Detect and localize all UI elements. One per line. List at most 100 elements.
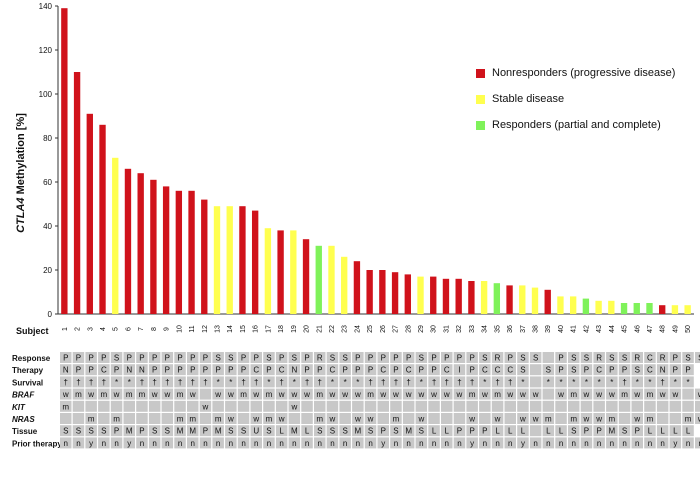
table-cell-text: S	[546, 366, 551, 375]
table-cell	[453, 388, 466, 400]
table-cell-text: w	[430, 390, 437, 399]
table-cell	[656, 437, 669, 449]
bar	[659, 305, 666, 314]
table-cell-text: S	[342, 354, 347, 363]
table-cell	[580, 400, 593, 412]
table-cell	[390, 388, 402, 400]
table-cell	[517, 364, 529, 376]
table-cell	[555, 364, 567, 376]
table-cell	[517, 413, 529, 424]
table-cell	[453, 425, 466, 437]
subject-label: Subject	[16, 326, 49, 336]
table-cell-text: S	[330, 427, 335, 436]
table-cell	[682, 425, 694, 437]
table-cell-text: P	[317, 366, 322, 375]
table-cell	[263, 425, 275, 437]
table-cell	[339, 388, 351, 400]
table-cell	[529, 376, 542, 388]
table-cell	[85, 437, 97, 449]
table-cell-text: L	[495, 427, 500, 436]
table-cell-text: n	[178, 439, 182, 448]
table-cell-text: w	[519, 415, 526, 424]
table-cell	[504, 364, 516, 376]
x-tick-label: 15	[240, 325, 247, 333]
table-cell-text: P	[558, 366, 563, 375]
table-cell-text: w	[278, 415, 285, 424]
table-cell-text: †	[457, 378, 461, 387]
x-tick-label: 39	[545, 325, 552, 333]
table-cell	[250, 352, 262, 363]
table-cell	[618, 352, 631, 363]
bar	[61, 8, 68, 314]
table-cell-text: P	[114, 366, 119, 375]
table-cell-text: w	[367, 415, 374, 424]
table-cell-text: S	[241, 427, 246, 436]
table-cell	[631, 400, 643, 412]
table-cell	[618, 437, 631, 449]
table-cell	[377, 352, 389, 363]
table-cell	[568, 352, 580, 363]
table-cell-text: C	[101, 366, 107, 375]
table-cell	[491, 352, 504, 363]
table-cell-text: w	[532, 390, 539, 399]
table-row-label: BRAF	[12, 391, 35, 400]
table-cell	[593, 352, 605, 363]
table-cell-text: P	[482, 427, 487, 436]
chart-axes: 0 20 40 60 80 100 120 140	[39, 2, 694, 319]
table-cell-text: n	[572, 439, 576, 448]
table-cell-text: w	[290, 390, 297, 399]
table-cell	[580, 352, 593, 363]
table-cell-text: †	[305, 378, 309, 387]
table-cell-text: S	[63, 427, 68, 436]
table-cell-text: n	[191, 439, 195, 448]
table-cell-text: C	[253, 366, 259, 375]
table-cell-text: P	[635, 427, 640, 436]
table-cell	[72, 364, 85, 376]
table-cell	[644, 400, 656, 412]
table-row-label: Therapy	[12, 366, 44, 375]
table-cell	[669, 400, 682, 412]
table-cell	[695, 352, 700, 363]
x-tick-label: 9	[164, 327, 171, 331]
bar	[302, 239, 310, 314]
bar	[569, 296, 577, 314]
table-cell-text: *	[648, 378, 651, 387]
table-cell-text: S	[393, 427, 398, 436]
y-tick-label: 100	[39, 90, 53, 99]
table-cell-text: †	[445, 378, 449, 387]
table-cell-text: P	[558, 354, 563, 363]
x-tick-label: 4	[100, 327, 107, 331]
table-cell	[542, 376, 555, 388]
table-cell	[225, 376, 237, 388]
table-cell	[593, 425, 605, 437]
table-cell	[390, 425, 402, 437]
table-cell	[390, 352, 402, 363]
table-cell-text: P	[254, 354, 259, 363]
table-cell-text: w	[443, 390, 450, 399]
table-cell-text: y	[521, 439, 525, 448]
table-cell	[136, 425, 148, 437]
table-row-label: Prior therapy	[12, 439, 62, 448]
table-cell	[123, 376, 135, 388]
table-cell-text: *	[598, 378, 601, 387]
table-cell	[123, 400, 135, 412]
table-cell-text: S	[342, 427, 347, 436]
table-cell	[275, 413, 288, 424]
table-cell-text: †	[165, 378, 169, 387]
table-cell	[555, 400, 567, 412]
table-cell	[479, 413, 491, 424]
table-cell	[98, 413, 110, 424]
table-cell	[275, 352, 288, 363]
table-cell-text: †	[178, 378, 182, 387]
table-cell	[656, 388, 669, 400]
table-cell	[326, 413, 339, 424]
table-cell	[339, 437, 351, 449]
table-cell	[314, 400, 326, 412]
table-cell-text: *	[331, 378, 334, 387]
table-cell-text: m	[469, 390, 476, 399]
table-cell	[288, 413, 301, 424]
table-cell	[263, 437, 275, 449]
x-tick-label: 32	[456, 325, 463, 333]
table-cell	[136, 352, 148, 363]
table-cell	[212, 400, 224, 412]
